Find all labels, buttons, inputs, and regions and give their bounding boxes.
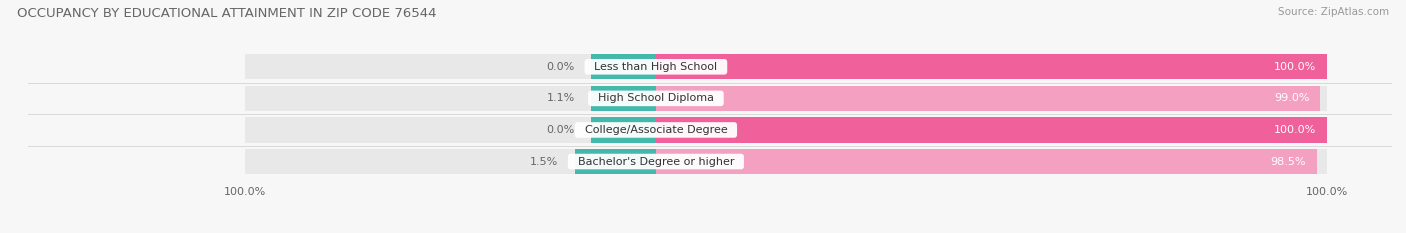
Text: Bachelor's Degree or higher: Bachelor's Degree or higher [571,157,741,167]
Text: 98.5%: 98.5% [1271,157,1306,167]
Bar [657,86,1320,111]
Text: Source: ZipAtlas.com: Source: ZipAtlas.com [1278,7,1389,17]
Text: 0.0%: 0.0% [547,125,575,135]
Bar [591,86,657,111]
Text: OCCUPANCY BY EDUCATIONAL ATTAINMENT IN ZIP CODE 76544: OCCUPANCY BY EDUCATIONAL ATTAINMENT IN Z… [17,7,436,20]
Bar [575,149,657,174]
Bar [657,149,1317,174]
Text: 100.0%: 100.0% [1274,62,1316,72]
Text: Less than High School: Less than High School [588,62,724,72]
Bar [245,54,1327,79]
Bar [591,54,657,79]
Text: 100.0%: 100.0% [1274,125,1316,135]
Bar [657,117,1327,143]
Bar [591,117,657,143]
Text: 1.5%: 1.5% [530,157,558,167]
Bar [245,86,1327,111]
Bar [245,149,1327,174]
Text: High School Diploma: High School Diploma [591,93,721,103]
Text: 0.0%: 0.0% [547,62,575,72]
Text: 99.0%: 99.0% [1274,93,1309,103]
Bar [657,54,1327,79]
Text: College/Associate Degree: College/Associate Degree [578,125,734,135]
Bar [245,117,1327,143]
Text: 1.1%: 1.1% [547,93,575,103]
